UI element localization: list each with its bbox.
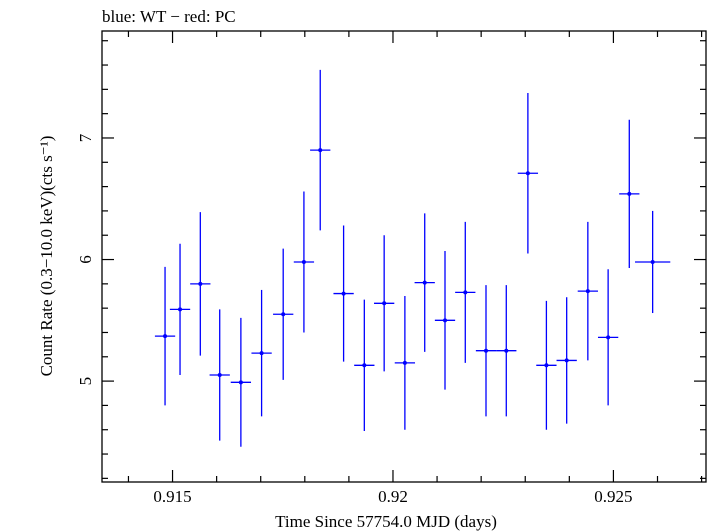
point-marker (463, 290, 468, 295)
point-marker (178, 307, 183, 312)
point-marker (627, 191, 632, 196)
point-marker (217, 373, 222, 378)
data-point (475, 285, 497, 417)
data-point (293, 191, 315, 333)
data-point (251, 289, 272, 417)
data-point (273, 248, 294, 380)
plot-frame (101, 30, 707, 483)
data-point (619, 119, 640, 269)
point-marker (238, 380, 243, 385)
x-tick-label: 0.915 (153, 487, 191, 506)
data-point (496, 285, 517, 417)
data-point (577, 221, 598, 361)
point-marker (650, 259, 655, 264)
point-marker (362, 363, 367, 368)
point-marker (443, 318, 448, 323)
data-point (414, 213, 435, 352)
tick-labels: 0.915 0.92 0.925 5 6 7 (76, 133, 633, 506)
axis-ticks (102, 31, 706, 482)
data-point (517, 92, 539, 254)
y-tick-label: 7 (76, 133, 95, 142)
point-marker (341, 291, 346, 296)
data-series (154, 69, 671, 447)
data-point (190, 212, 211, 356)
y-tick-label: 6 (76, 255, 95, 264)
y-axis-label: Count Rate (0.3−10.0 keV)(cts s⁻¹) (37, 136, 56, 377)
data-point (333, 225, 354, 362)
x-axis-label: Time Since 57754.0 MJD (days) (275, 512, 497, 531)
data-point (536, 300, 557, 430)
point-marker (504, 348, 509, 353)
data-point (310, 69, 331, 231)
point-marker (163, 334, 168, 339)
x-tick-label: 0.925 (594, 487, 632, 506)
data-point (209, 309, 230, 441)
point-marker (564, 358, 569, 363)
point-marker (585, 289, 590, 294)
point-marker (301, 259, 306, 264)
point-marker (422, 280, 427, 285)
data-point (154, 266, 176, 406)
x-tick-label: 0.92 (378, 487, 408, 506)
point-marker (382, 301, 387, 306)
point-marker (525, 171, 530, 176)
point-marker (198, 281, 203, 286)
data-point (354, 299, 375, 431)
y-tick-label: 5 (76, 377, 95, 386)
point-marker (484, 348, 489, 353)
data-point (455, 221, 476, 363)
point-marker (544, 363, 549, 368)
chart-title: blue: WT − red: PC (102, 7, 236, 26)
data-point (230, 317, 252, 447)
data-point (597, 269, 619, 406)
point-marker (318, 148, 323, 153)
data-point (374, 235, 395, 372)
point-marker (281, 312, 286, 317)
data-point (556, 297, 577, 424)
point-marker (259, 351, 264, 356)
data-point (394, 296, 416, 430)
point-marker (402, 360, 407, 365)
data-point (434, 251, 456, 390)
point-marker (606, 335, 611, 340)
data-point (169, 243, 191, 376)
data-point (635, 210, 671, 314)
